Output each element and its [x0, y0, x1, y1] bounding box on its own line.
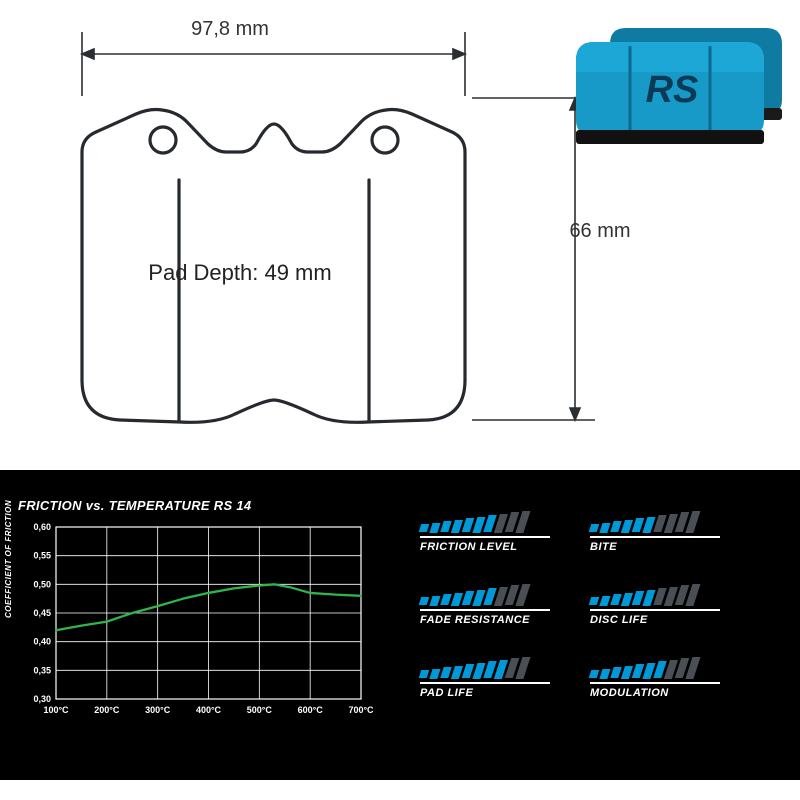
- rating-bar: [419, 597, 430, 605]
- pad-outline-drawing: [40, 20, 600, 440]
- rating-bar: [599, 523, 610, 533]
- rating-bar: [419, 524, 430, 532]
- rating-label: DISC LIFE: [590, 609, 720, 626]
- rating-bars: [590, 583, 760, 605]
- ratings-grid: FRICTION LEVEL BITE FADE RESISTANCE DISC LI…: [420, 510, 780, 729]
- y-axis-label: COEFFICIENT OF FRICTION: [4, 500, 13, 618]
- rating-label: FADE RESISTANCE: [420, 609, 550, 626]
- chart-canvas: 0,30 0,35 0,40 0,45 0,50 0,55 0,60 100°C 200°C 30…: [18, 521, 378, 731]
- rating-bar: [429, 596, 440, 606]
- svg-text:0,40: 0,40: [33, 637, 51, 647]
- svg-text:400°C: 400°C: [196, 705, 222, 715]
- rating-fade-resistance: FADE RESISTANCE: [420, 583, 590, 626]
- rating-bar: [589, 597, 600, 605]
- svg-text:100°C: 100°C: [43, 705, 69, 715]
- svg-text:700°C: 700°C: [348, 705, 374, 715]
- rating-bars: [420, 510, 590, 532]
- rating-bars: [420, 583, 590, 605]
- svg-text:300°C: 300°C: [145, 705, 171, 715]
- performance-panel: FRICTION vs. TEMPERATURE RS 14 COEFFICIE…: [0, 470, 800, 780]
- rating-bar: [429, 523, 440, 533]
- rating-bar: [429, 669, 440, 679]
- rating-bar: [599, 596, 610, 606]
- svg-text:0,30: 0,30: [33, 694, 51, 704]
- rating-label: BITE: [590, 536, 720, 553]
- svg-text:0,35: 0,35: [33, 665, 51, 675]
- rating-label: MODULATION: [590, 682, 720, 699]
- rating-label: PAD LIFE: [420, 682, 550, 699]
- svg-text:RS: RS: [646, 69, 699, 111]
- svg-text:0,60: 0,60: [33, 522, 51, 532]
- rating-bar: [610, 594, 622, 605]
- rating-bar: [440, 521, 452, 532]
- rating-bite: BITE: [590, 510, 760, 553]
- rating-bars: [420, 656, 590, 678]
- svg-text:500°C: 500°C: [247, 705, 273, 715]
- svg-text:600°C: 600°C: [298, 705, 324, 715]
- width-dimension: 97,8 mm: [170, 18, 290, 41]
- rating-bar: [610, 667, 622, 678]
- svg-text:200°C: 200°C: [94, 705, 120, 715]
- rating-bar: [589, 670, 600, 678]
- pad-depth-label: Pad Depth: 49 mm: [130, 260, 350, 286]
- rating-bars: [590, 656, 760, 678]
- chart-title: FRICTION vs. TEMPERATURE RS 14: [18, 498, 398, 513]
- rating-bar: [589, 524, 600, 532]
- rating-friction-level: FRICTION LEVEL: [420, 510, 590, 553]
- svg-text:0,55: 0,55: [33, 551, 51, 561]
- svg-text:0,50: 0,50: [33, 579, 51, 589]
- rating-bar: [440, 594, 452, 605]
- rating-label: FRICTION LEVEL: [420, 536, 550, 553]
- rating-bars: [590, 510, 760, 532]
- rating-bar: [599, 669, 610, 679]
- height-dimension: 66 mm: [560, 220, 640, 243]
- friction-chart: FRICTION vs. TEMPERATURE RS 14 COEFFICIE…: [18, 498, 398, 758]
- rating-pad-life: PAD LIFE: [420, 656, 590, 699]
- technical-drawing-panel: 97,8 mm 66 mm Pad Depth: 49 mm RS: [0, 0, 800, 450]
- rating-bar: [419, 670, 430, 678]
- rating-modulation: MODULATION: [590, 656, 760, 699]
- rating-disc-life: DISC LIFE: [590, 583, 760, 626]
- rating-bar: [610, 521, 622, 532]
- rating-bar: [440, 667, 452, 678]
- product-photo: RS: [560, 14, 790, 144]
- svg-text:0,45: 0,45: [33, 608, 51, 618]
